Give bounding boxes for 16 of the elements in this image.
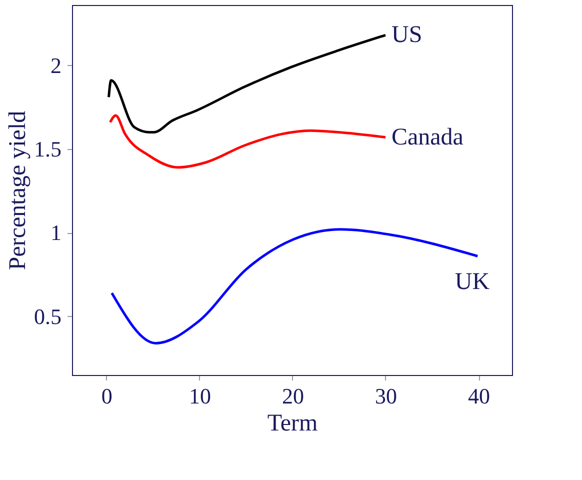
x-tick-label: 30 bbox=[374, 384, 397, 408]
x-tick-label: 10 bbox=[188, 384, 211, 408]
series-label: US bbox=[391, 22, 422, 48]
y-tick-label: 1 bbox=[50, 220, 62, 246]
series-label: UK bbox=[454, 269, 490, 296]
x-tick-label: 40 bbox=[468, 384, 490, 408]
series-label: Canada bbox=[391, 124, 464, 150]
line-series bbox=[108, 114, 387, 169]
y-tick-label: 2 bbox=[50, 52, 62, 78]
y-tick-label: 1.5 bbox=[34, 136, 62, 162]
y-tick-label: 0.5 bbox=[34, 304, 62, 329]
x-tick-label: 0 bbox=[101, 384, 112, 408]
x-tick-label: 20 bbox=[282, 384, 304, 408]
y-axis-title: Percentage yield bbox=[5, 110, 31, 270]
line-series bbox=[107, 34, 387, 134]
x-axis-title: Term bbox=[267, 410, 318, 436]
